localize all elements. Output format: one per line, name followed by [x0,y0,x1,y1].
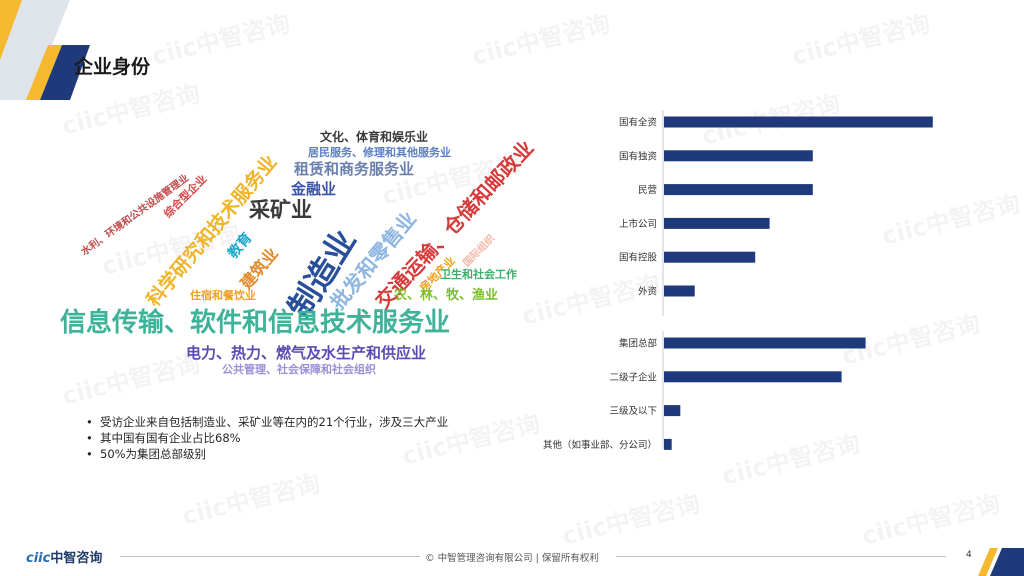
watermark: ciic中智咨询 [178,463,323,531]
footer-divider [120,556,420,557]
chart-bar [664,217,770,229]
category-label: 上市公司 [619,218,657,230]
chart-bar [664,116,933,128]
bullet-item: 受访企业来自包括制造业、采矿业等在内的21个行业，涉及三大产业 [86,414,448,430]
watermark: ciic中智咨询 [558,483,703,551]
chart-bar [664,251,756,263]
chart-bar [664,337,866,349]
category-label: 三级及以下 [609,405,657,417]
word-cloud-word: 文化、体育和娱乐业 [320,130,429,144]
word-cloud-word: 租赁和商务服务业 [294,160,415,178]
page-number: 4 [966,550,972,560]
word-cloud-word: 教育 [225,229,256,262]
word-cloud-word: 金融业 [291,180,337,198]
word-cloud-word: 卫生和社会工作 [440,268,517,281]
chart-bar [664,184,813,196]
footer-copyright: © 中智管理咨询有限公司 | 保留所有权利 [425,553,599,564]
chart-bar [664,371,842,383]
category-label: 其他（如事业部、分公司） [543,439,657,451]
bullet-item: 其中国有国有企业占比68% [86,430,448,446]
category-label: 国有独资 [619,150,658,162]
word-cloud-word: 住宿和餐饮业 [190,289,256,302]
footer-divider [616,556,946,557]
word-cloud-word: 居民服务、修理和其他服务业 [308,146,451,159]
page-title: 企业身份 [74,56,151,78]
bullet-item: 50%为集团总部级别 [86,446,448,462]
word-cloud-word: 采矿业 [249,198,312,222]
category-label: 国有控股 [619,252,658,264]
word-cloud-word: 农、林、牧、渔业 [394,288,499,303]
corner-decoration-br [978,548,1024,576]
category-label: 外资 [638,286,658,298]
word-cloud-word: 电力、热力、燃气及水生产和供应业 [186,344,427,362]
word-cloud-word: 科学研究和技术服务业 [142,151,282,311]
category-label: 二级子企业 [609,371,657,383]
logo-latin: ciic [26,551,51,566]
industry-word-cloud: 文化、体育和娱乐业 居民服务、修理和其他服务业 租赁和商务服务业 金融业 采矿业… [0,0,560,400]
category-label: 国有全资 [619,117,658,129]
company-logo: ciic中智咨询 [26,547,102,566]
word-cloud-word: 国际组织 [461,233,498,270]
bar-chart: 国有全资国有独资民营上市公司国有控股外资集团总部二级子企业三级及以下其他（如事业… [543,110,933,451]
corner-decoration [0,0,90,100]
word-cloud-word: 信息传输、软件和信息技术服务业 [60,308,451,338]
chart-bar [664,150,813,162]
logo-cn: 中智咨询 [50,551,103,566]
word-cloud-word: 公共管理、社会保障和社会组织 [222,363,376,376]
watermark: ciic中智咨询 [788,3,933,71]
chart-bar [664,285,695,297]
category-label: 民营 [638,184,657,196]
chart-bar [664,405,681,417]
chart-bar [664,438,672,450]
category-label: 集团总部 [619,338,657,350]
summary-bullets: 受访企业来自包括制造业、采矿业等在内的21个行业，涉及三大产业 其中国有国有企业… [86,414,448,462]
